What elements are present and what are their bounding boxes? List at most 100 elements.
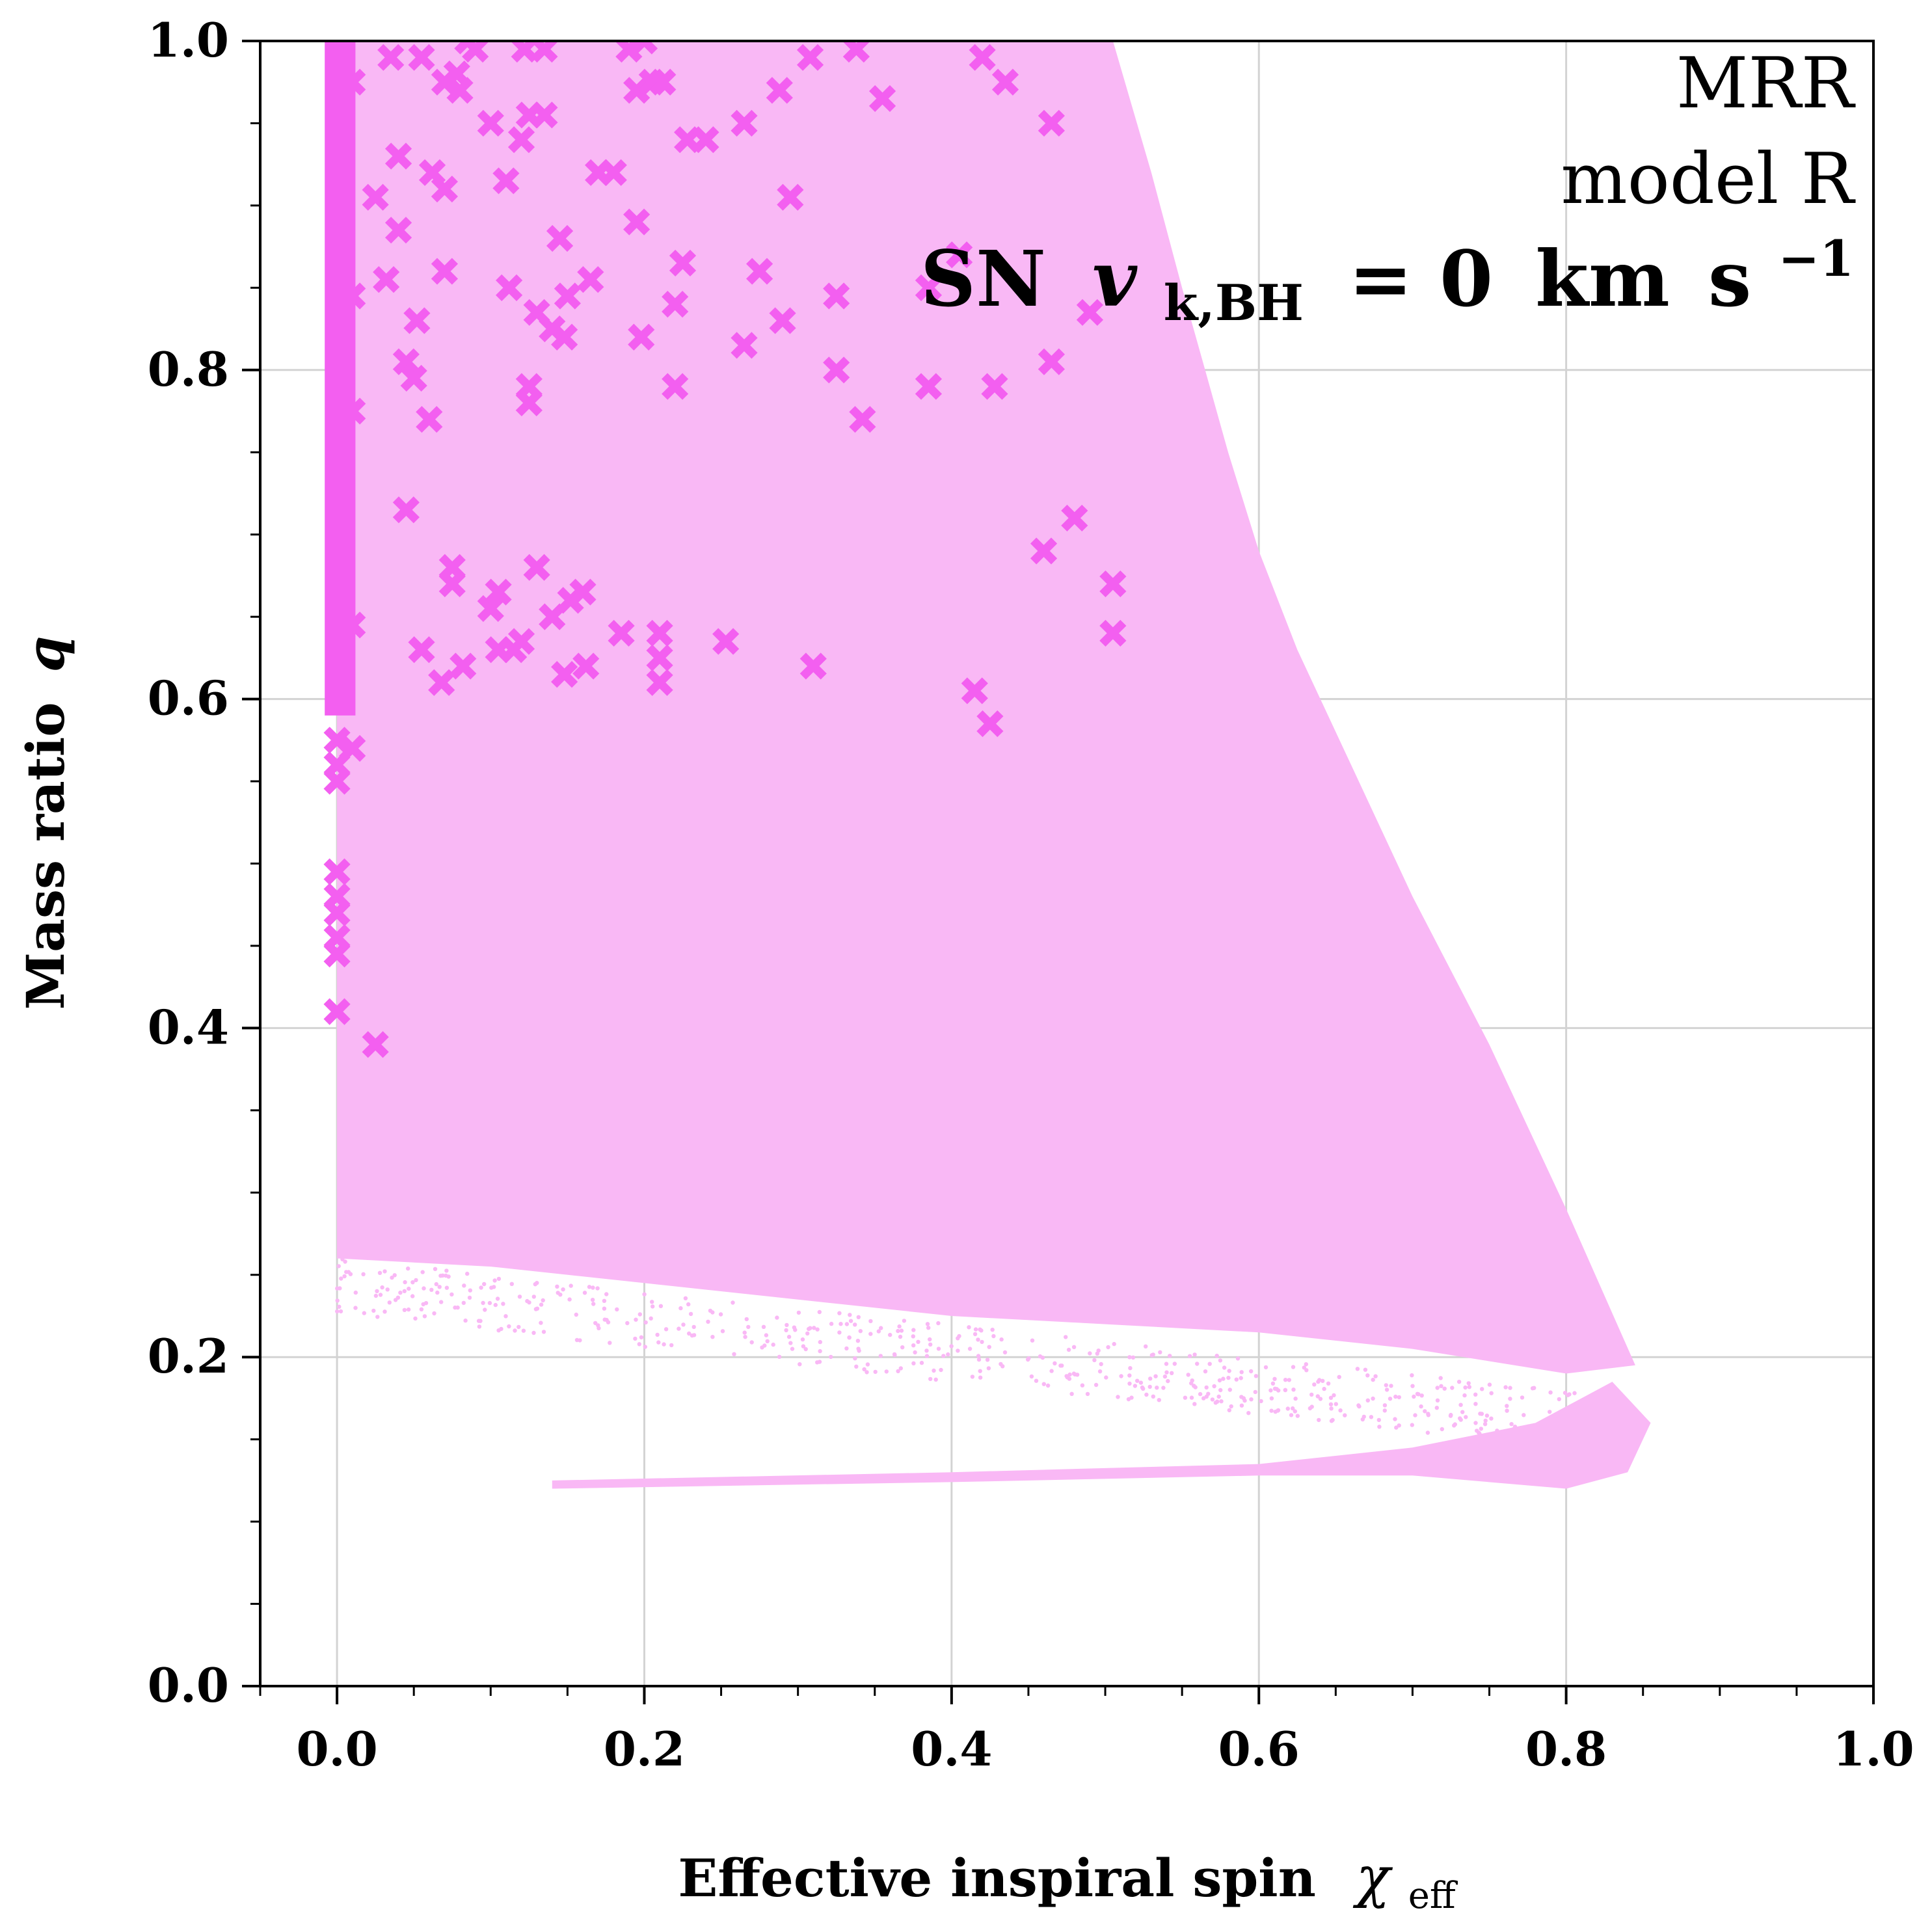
population-dot (924, 1348, 929, 1353)
population-dot (1002, 1350, 1008, 1355)
population-dot (1029, 1374, 1034, 1379)
population-dot (815, 1360, 820, 1365)
population-dot (650, 1300, 654, 1304)
population-dot (1218, 1388, 1223, 1393)
data-point-35 (446, 77, 474, 104)
data-point-0 (323, 998, 351, 1025)
population-dot (1293, 1409, 1298, 1414)
population-dot (343, 1259, 347, 1264)
population-dot (818, 1339, 823, 1345)
population-dot (973, 1327, 978, 1332)
population-dot (1157, 1398, 1162, 1402)
data-point-13 (339, 68, 366, 96)
population-dot (1450, 1386, 1455, 1390)
population-dot (1464, 1415, 1468, 1419)
population-dot (1563, 1391, 1568, 1395)
population-dot (634, 1317, 638, 1322)
population-dot (531, 1330, 536, 1335)
population-dot (338, 1309, 343, 1314)
population-dot (463, 1318, 468, 1323)
data-point-28 (428, 669, 455, 696)
population-dot (949, 1344, 954, 1348)
population-dot (829, 1321, 834, 1326)
population-dot (1549, 1437, 1553, 1442)
population-dot (467, 1295, 472, 1300)
population-dot (633, 1336, 637, 1341)
population-dot (691, 1324, 696, 1330)
data-point-101 (961, 677, 988, 704)
data-point-107 (1038, 348, 1065, 375)
plot-area (323, 41, 1651, 1489)
population-dot (978, 1375, 983, 1380)
population-dot (1505, 1404, 1509, 1408)
population-dot (1234, 1377, 1239, 1382)
population-dot (413, 1316, 418, 1321)
population-dot (897, 1324, 902, 1329)
annotation-model: model R (1561, 139, 1855, 220)
population-dot (1483, 1418, 1488, 1423)
population-dot (1570, 1445, 1575, 1450)
population-dot (916, 1339, 920, 1344)
data-point-63 (569, 578, 597, 606)
population-dot (539, 1302, 544, 1307)
population-dot (1289, 1413, 1294, 1417)
population-dot (517, 1295, 522, 1299)
population-dot (865, 1362, 870, 1367)
data-point-77 (646, 669, 673, 696)
population-dot (1440, 1427, 1444, 1432)
population-dot (503, 1314, 508, 1319)
population-dot (1318, 1397, 1323, 1401)
population-dot (1259, 1399, 1263, 1404)
data-point-110 (1076, 299, 1104, 326)
population-dot (561, 1287, 565, 1292)
population-dot (1049, 1369, 1054, 1373)
population-dot (1226, 1375, 1231, 1380)
population-dot (1127, 1355, 1132, 1360)
data-point-23 (403, 307, 431, 334)
population-dot (1272, 1376, 1277, 1381)
population-dot (1085, 1391, 1090, 1397)
population-dot (718, 1312, 723, 1317)
population-dot (541, 1298, 545, 1303)
population-dot (489, 1285, 494, 1290)
population-dot (429, 1287, 434, 1293)
data-point-43 (492, 167, 520, 195)
population-dot (1495, 1429, 1499, 1433)
population-dot (844, 1322, 850, 1326)
population-dot (637, 1342, 641, 1347)
population-dot (1172, 1362, 1177, 1366)
population-dot (1112, 1341, 1116, 1347)
population-dot (1071, 1345, 1077, 1349)
y-tick-label-4: 0.8 (148, 342, 229, 397)
population-dot (856, 1315, 861, 1320)
population-dot (1419, 1404, 1423, 1409)
population-dot (1161, 1386, 1166, 1390)
population-dot (1572, 1391, 1577, 1395)
population-dot (567, 1297, 572, 1302)
data-point-72 (628, 323, 655, 351)
population-dot (1355, 1367, 1360, 1371)
population-layer (325, 41, 1651, 1489)
population-dot (656, 1340, 661, 1345)
population-dot (382, 1269, 387, 1274)
population-dot (1393, 1394, 1398, 1399)
population-dot (803, 1347, 808, 1352)
population-dot (1489, 1416, 1494, 1421)
population-dot (970, 1375, 975, 1379)
population-dot (1034, 1378, 1039, 1383)
population-dot (848, 1319, 853, 1323)
population-dot (1530, 1386, 1535, 1391)
population-dot (932, 1368, 936, 1373)
population-dot (678, 1306, 683, 1311)
population-dot (876, 1329, 881, 1334)
population-dot (507, 1324, 511, 1329)
population-dot (812, 1326, 816, 1330)
population-dot (1573, 1442, 1578, 1446)
population-dot (687, 1331, 691, 1336)
population-dot (786, 1334, 792, 1339)
population-dot (1329, 1406, 1334, 1411)
population-dot (541, 1330, 546, 1334)
data-point-86 (731, 332, 758, 359)
population-dot (1239, 1370, 1244, 1375)
population-dot (476, 1319, 481, 1323)
